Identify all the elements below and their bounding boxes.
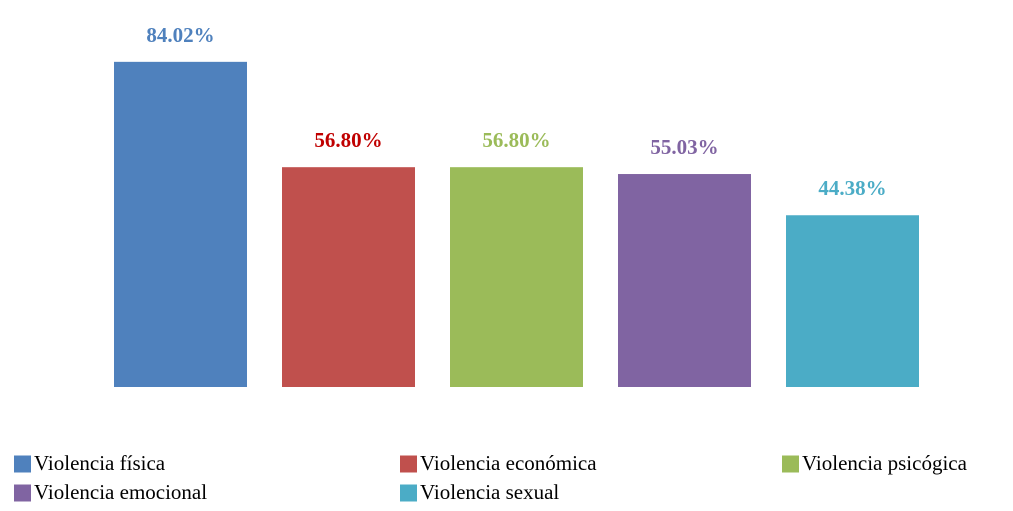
- legend-swatch-4: [14, 484, 31, 502]
- bar-2: [282, 167, 415, 387]
- bar-3: [450, 167, 583, 387]
- data-labels-group: 84.02% 56.80% 56.80% 55.03% 44.38%: [146, 23, 886, 200]
- data-label-1: 84.02%: [146, 23, 214, 47]
- legend-swatch-2: [400, 455, 417, 473]
- bars-group: [114, 61, 919, 388]
- bar-4: [618, 174, 751, 387]
- legend-swatch-5: [400, 484, 417, 502]
- bar-1: [114, 61, 247, 388]
- legend-label-4: Violencia emocional: [34, 480, 207, 504]
- legend-swatch-1: [14, 455, 31, 473]
- bar-5: [786, 215, 919, 387]
- data-label-5: 44.38%: [818, 176, 886, 200]
- legend-swatch-3: [782, 455, 799, 473]
- legend-label-5: Violencia sexual: [420, 480, 559, 504]
- legend-label-2: Violencia económica: [420, 451, 597, 475]
- data-label-2: 56.80%: [314, 128, 382, 152]
- legend-label-3: Violencia psicógica: [802, 451, 968, 475]
- data-label-3: 56.80%: [482, 128, 550, 152]
- legend-label-1: Violencia física: [34, 451, 166, 475]
- legend: Violencia física Violencia económica Viole…: [14, 451, 968, 504]
- data-label-4: 55.03%: [650, 135, 718, 159]
